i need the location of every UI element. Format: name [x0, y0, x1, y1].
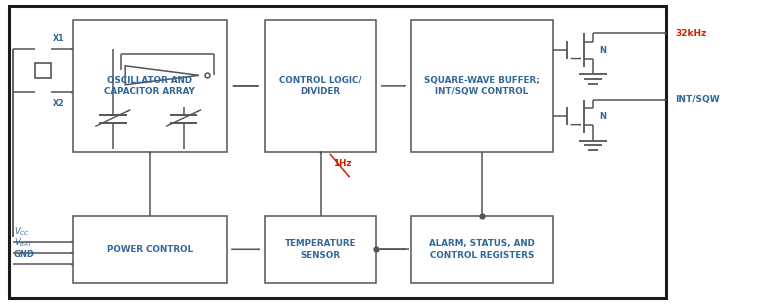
Text: TEMPERATURE
SENSOR: TEMPERATURE SENSOR [285, 239, 356, 260]
Bar [9, 6, 666, 298]
Bar [73, 216, 227, 283]
Text: N: N [599, 112, 607, 121]
Text: GND: GND [14, 250, 35, 259]
Bar [73, 20, 227, 152]
Text: CONTROL LOGIC/
DIVIDER: CONTROL LOGIC/ DIVIDER [280, 76, 362, 96]
Bar [265, 20, 376, 152]
Bar [411, 216, 553, 283]
Text: X2: X2 [53, 98, 65, 108]
Bar [411, 20, 553, 152]
Text: 1Hz: 1Hz [333, 159, 351, 168]
Text: X1: X1 [53, 34, 65, 43]
Bar [265, 216, 376, 283]
Text: 32kHz: 32kHz [675, 29, 707, 38]
Text: ALARM, STATUS, AND
CONTROL REGISTERS: ALARM, STATUS, AND CONTROL REGISTERS [429, 239, 535, 260]
Text: OSCILLATOR AND
CAPACITOR ARRAY: OSCILLATOR AND CAPACITOR ARRAY [104, 76, 195, 96]
Text: SQUARE-WAVE BUFFER;
INT/SQW CONTROL: SQUARE-WAVE BUFFER; INT/SQW CONTROL [424, 76, 540, 96]
Text: $V_{CC}$: $V_{CC}$ [14, 225, 30, 238]
Bar [35, 63, 51, 78]
Text: $V_{BAT}$: $V_{BAT}$ [14, 237, 34, 249]
Text: N: N [599, 46, 607, 55]
Text: INT/SQW: INT/SQW [675, 95, 720, 104]
Text: POWER CONTROL: POWER CONTROL [107, 245, 193, 254]
